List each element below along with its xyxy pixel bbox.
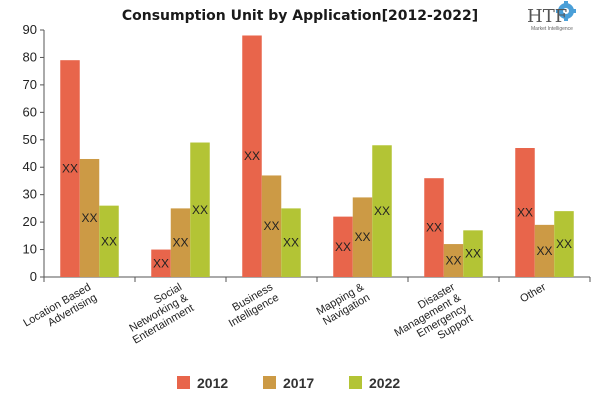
bar-2012-2 bbox=[151, 249, 171, 277]
x-category-label: DisasterManagement &EmergencySupport bbox=[386, 281, 475, 360]
y-tick-label: 20 bbox=[23, 214, 37, 229]
bar-2022-3 bbox=[281, 208, 301, 277]
bar-2022-4 bbox=[372, 145, 392, 277]
bar-2017-5 bbox=[443, 244, 464, 277]
y-tick-label: 60 bbox=[23, 104, 37, 119]
y-tick-label: 40 bbox=[23, 159, 37, 174]
bars bbox=[60, 35, 574, 277]
bar-2012-1 bbox=[60, 60, 80, 277]
bar-2022-1 bbox=[99, 205, 119, 277]
y-tick-label: 10 bbox=[23, 242, 37, 257]
data-label: XX bbox=[153, 256, 169, 270]
bar-2022-5 bbox=[463, 230, 483, 277]
bar-2022-6 bbox=[554, 211, 574, 277]
x-category-label: BusinessIntelligence bbox=[221, 281, 282, 330]
legend-label-2017: 2017 bbox=[283, 375, 314, 391]
x-category-label: Other bbox=[518, 281, 548, 305]
data-label: XX bbox=[465, 247, 481, 261]
logo-tagline: Market Intelligence bbox=[531, 26, 573, 32]
bar-2012-6 bbox=[515, 148, 535, 277]
data-label: XX bbox=[172, 236, 188, 250]
legend-swatch-2022 bbox=[349, 376, 362, 389]
logo-gear-icon bbox=[556, 1, 576, 21]
y-tick-label: 50 bbox=[23, 132, 37, 147]
y-tick-label: 70 bbox=[23, 77, 37, 92]
data-label: XX bbox=[374, 204, 390, 218]
chart-title: Consumption Unit by Application[2012-202… bbox=[122, 8, 478, 24]
bar-2017-4 bbox=[352, 197, 373, 277]
bar-2017-6 bbox=[534, 224, 555, 277]
logo: HTF Market Intelligence bbox=[527, 1, 576, 32]
data-label: XX bbox=[556, 237, 572, 251]
y-tick-label: 90 bbox=[23, 22, 37, 37]
x-category-label-line: Other bbox=[518, 281, 548, 305]
legend-swatch-2017 bbox=[263, 376, 276, 389]
legend-label-2012: 2012 bbox=[197, 375, 228, 391]
y-tick-label: 30 bbox=[23, 187, 37, 202]
bar-2022-2 bbox=[190, 142, 210, 277]
data-label: XX bbox=[192, 203, 208, 217]
data-label: XX bbox=[335, 240, 351, 254]
data-label: XX bbox=[536, 244, 552, 258]
data-label: XX bbox=[517, 206, 533, 220]
legend: 2012 2017 2022 bbox=[177, 375, 400, 391]
data-label: XX bbox=[244, 149, 260, 163]
legend-label-2022: 2022 bbox=[369, 375, 400, 391]
data-label: XX bbox=[263, 219, 279, 233]
y-tick-label: 0 bbox=[30, 269, 37, 284]
bar-2017-3 bbox=[261, 175, 282, 277]
x-category-label: Location BasedAdvertising bbox=[21, 281, 99, 340]
x-category-label: Mapping &Navigation bbox=[314, 281, 372, 328]
x-category-label: SocialNetworking &Entertainment bbox=[119, 281, 197, 347]
data-label: XX bbox=[81, 211, 97, 225]
bar-2017-2 bbox=[170, 208, 191, 277]
axes: 0 10 20 30 40 50 60 70 80 90 Location BasedAdverti… bbox=[21, 22, 591, 360]
data-label: XX bbox=[354, 230, 370, 244]
data-label: XX bbox=[101, 234, 117, 248]
bar-2017-1 bbox=[79, 158, 100, 277]
bar-2012-4 bbox=[333, 216, 353, 277]
logo-mark: HTF bbox=[527, 6, 567, 27]
data-label: XX bbox=[62, 162, 78, 176]
y-tick-label: 80 bbox=[23, 49, 37, 64]
data-label: XX bbox=[426, 221, 442, 235]
data-label: XX bbox=[445, 254, 461, 268]
legend-swatch-2012 bbox=[177, 376, 190, 389]
bar-2012-3 bbox=[242, 35, 262, 277]
bar-2012-5 bbox=[424, 178, 444, 277]
data-label: XX bbox=[283, 236, 299, 250]
